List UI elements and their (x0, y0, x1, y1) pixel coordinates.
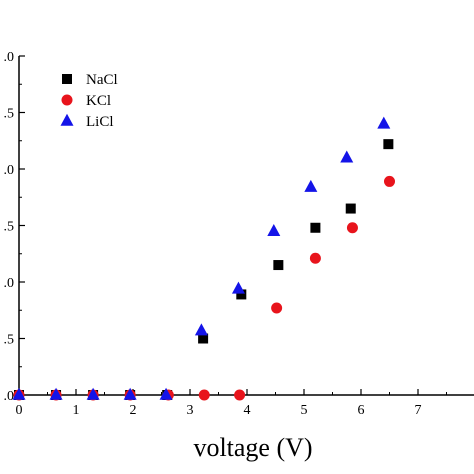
legend-label-licl: LiCl (86, 114, 114, 130)
nacl-point (310, 222, 321, 233)
licl-point (12, 387, 26, 400)
legend-label-kcl: KCl (86, 93, 111, 109)
y-tick-label: .0 (4, 389, 15, 404)
y-tick-label: .5 (4, 220, 15, 235)
legend-label-nacl: NaCl (86, 72, 118, 88)
licl-point (304, 179, 318, 192)
nacl-point (273, 260, 284, 271)
kcl-point (198, 389, 210, 401)
kcl-point (384, 175, 395, 187)
licl-point (194, 323, 208, 336)
legend: NaCl KCl LiCl (60, 72, 118, 130)
x-tick-label: 3 (187, 403, 194, 418)
series-nacl (14, 139, 394, 400)
licl-point (86, 387, 100, 400)
kcl-point (271, 302, 283, 314)
legend-marker-kcl (61, 94, 73, 106)
licl-point (231, 281, 245, 294)
kcl-point (309, 252, 321, 264)
nacl-point (383, 139, 394, 150)
series-licl (12, 116, 391, 400)
licl-point (159, 387, 173, 400)
y-tick-label: .5 (4, 333, 15, 348)
x-tick-label: 5 (301, 403, 308, 418)
x-tick-label: 0 (16, 403, 23, 418)
licl-point (123, 387, 137, 400)
nacl-point (236, 289, 247, 300)
nacl-point (345, 203, 356, 214)
x-tick-label: 7 (415, 403, 422, 418)
ticks: 0 1 2 3 4 5 6 7 .0 .5 .0 .5 .0 .5 .0 (4, 50, 447, 418)
y-tick-label: .0 (4, 50, 15, 65)
x-tick-label: 1 (73, 403, 80, 418)
data-points (12, 116, 395, 401)
nacl-point (198, 333, 209, 344)
kcl-point (234, 389, 246, 401)
y-tick-label: .0 (4, 163, 15, 178)
x-axis-title: voltage (V) (193, 433, 312, 462)
series-kcl (13, 175, 395, 401)
y-tick-label: .5 (4, 107, 15, 122)
x-tick-label: 6 (358, 403, 365, 418)
licl-point (267, 223, 281, 236)
licl-point (49, 387, 63, 400)
legend-marker-licl (60, 113, 74, 126)
x-tick-label: 4 (244, 403, 251, 418)
x-tick-label: 2 (130, 403, 137, 418)
licl-point (340, 150, 354, 163)
kcl-point (346, 222, 358, 234)
y-tick-label: .0 (4, 276, 15, 291)
legend-marker-nacl (62, 74, 72, 84)
licl-point (377, 116, 391, 129)
